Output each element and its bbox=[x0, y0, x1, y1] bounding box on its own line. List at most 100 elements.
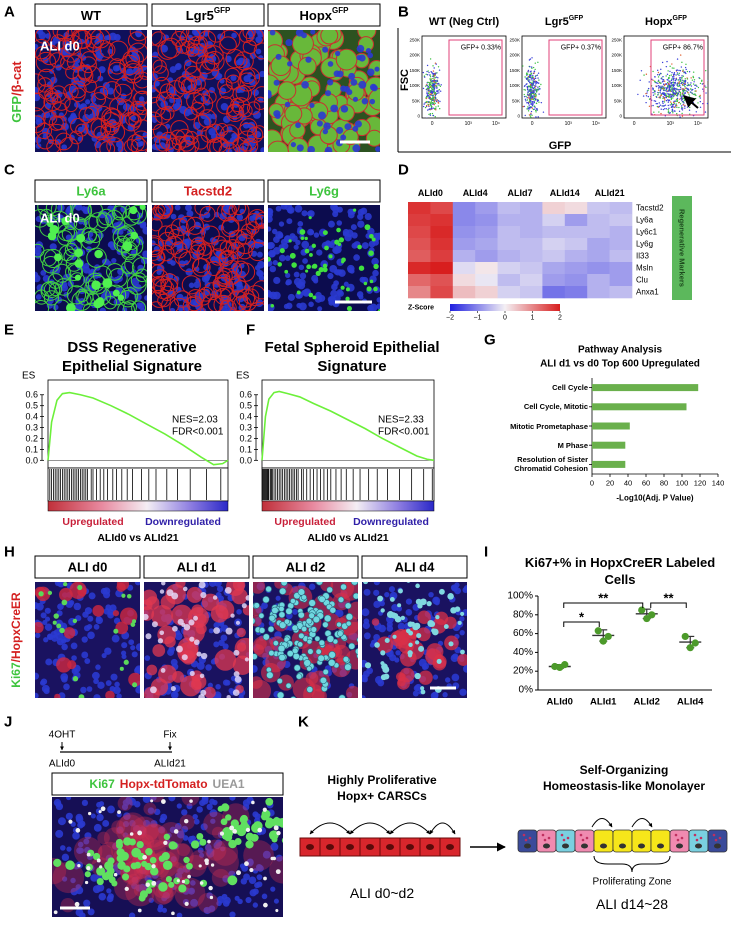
rank-strip bbox=[262, 501, 434, 511]
event bbox=[663, 105, 664, 106]
cell bbox=[121, 594, 125, 598]
panel-label: E bbox=[4, 322, 14, 339]
event bbox=[536, 108, 537, 109]
event bbox=[693, 94, 694, 95]
header: Ly6a bbox=[76, 184, 106, 199]
cell bbox=[257, 874, 263, 880]
y-tick-label: 0.6 bbox=[239, 390, 252, 400]
event bbox=[672, 90, 673, 91]
cell bbox=[433, 597, 438, 602]
event bbox=[680, 95, 681, 96]
cell bbox=[141, 590, 157, 606]
cell bbox=[367, 69, 374, 76]
event bbox=[440, 90, 441, 91]
event bbox=[698, 87, 699, 88]
cell bbox=[408, 653, 412, 657]
cell bbox=[72, 832, 80, 840]
event bbox=[686, 101, 687, 102]
cell bbox=[301, 626, 306, 631]
heat-cell bbox=[453, 214, 476, 226]
cell bbox=[457, 654, 469, 666]
heat-cell bbox=[610, 262, 633, 274]
event bbox=[426, 101, 427, 102]
cell bbox=[304, 659, 311, 666]
event bbox=[434, 101, 435, 102]
cell bbox=[327, 79, 333, 85]
cell bbox=[106, 680, 112, 686]
nucleus bbox=[406, 844, 414, 850]
heat-cell bbox=[587, 250, 610, 262]
cell bbox=[353, 593, 359, 599]
event bbox=[693, 83, 694, 84]
event bbox=[660, 97, 661, 98]
cell bbox=[150, 240, 156, 246]
y-tick-label: 0.3 bbox=[25, 423, 38, 433]
cell bbox=[48, 232, 57, 241]
cell bbox=[350, 269, 355, 274]
event bbox=[529, 59, 530, 60]
row-label: Ly6a bbox=[636, 216, 654, 225]
cell bbox=[364, 632, 371, 639]
event bbox=[528, 107, 529, 108]
granule bbox=[563, 839, 566, 842]
event bbox=[538, 93, 539, 94]
cell bbox=[373, 590, 379, 596]
event bbox=[673, 76, 674, 77]
cell bbox=[76, 828, 81, 833]
heat-cell bbox=[453, 262, 476, 274]
header: ALI d2 bbox=[286, 560, 326, 575]
event bbox=[671, 103, 672, 104]
cell bbox=[188, 619, 194, 625]
tick-label: 100K bbox=[509, 83, 520, 88]
event bbox=[652, 105, 653, 106]
cell bbox=[209, 628, 214, 633]
cell bbox=[300, 229, 306, 235]
event bbox=[680, 89, 681, 90]
cell bbox=[205, 861, 209, 865]
cell bbox=[670, 830, 689, 852]
event bbox=[654, 76, 655, 77]
axis-label: GFP bbox=[549, 140, 572, 152]
cell bbox=[276, 831, 280, 835]
event bbox=[528, 110, 529, 111]
heat-cell bbox=[565, 274, 588, 286]
y-tick-label: Cell Cycle bbox=[484, 383, 588, 392]
event bbox=[431, 93, 432, 94]
cell bbox=[177, 913, 183, 919]
event bbox=[680, 92, 681, 93]
cell bbox=[77, 822, 84, 829]
event bbox=[659, 106, 660, 107]
x-axis-label: -Log10(Adj. P Value) bbox=[616, 494, 694, 503]
event bbox=[527, 88, 528, 89]
event bbox=[433, 70, 434, 71]
event bbox=[691, 89, 692, 90]
heat-cell bbox=[453, 286, 476, 298]
event bbox=[536, 82, 537, 83]
event bbox=[670, 101, 671, 102]
event bbox=[525, 89, 526, 90]
event bbox=[661, 95, 662, 96]
event bbox=[530, 87, 531, 88]
event bbox=[675, 90, 676, 91]
cell bbox=[53, 304, 59, 310]
cell bbox=[279, 588, 286, 595]
event bbox=[649, 106, 650, 107]
cell bbox=[158, 665, 177, 684]
cell bbox=[75, 259, 84, 268]
event bbox=[531, 68, 532, 69]
event bbox=[678, 70, 679, 71]
event bbox=[676, 92, 677, 93]
tick-label: 200K bbox=[611, 53, 622, 58]
event bbox=[437, 91, 438, 92]
cell bbox=[263, 903, 268, 908]
cell bbox=[292, 609, 298, 615]
panel-label: I bbox=[484, 544, 488, 561]
point bbox=[595, 627, 602, 634]
heat-cell bbox=[520, 214, 543, 226]
colorbar-tick-label: 1 bbox=[531, 315, 535, 322]
cell bbox=[105, 871, 113, 879]
event bbox=[668, 78, 669, 79]
cell bbox=[76, 234, 85, 243]
cell bbox=[322, 47, 328, 53]
cell bbox=[145, 848, 152, 855]
